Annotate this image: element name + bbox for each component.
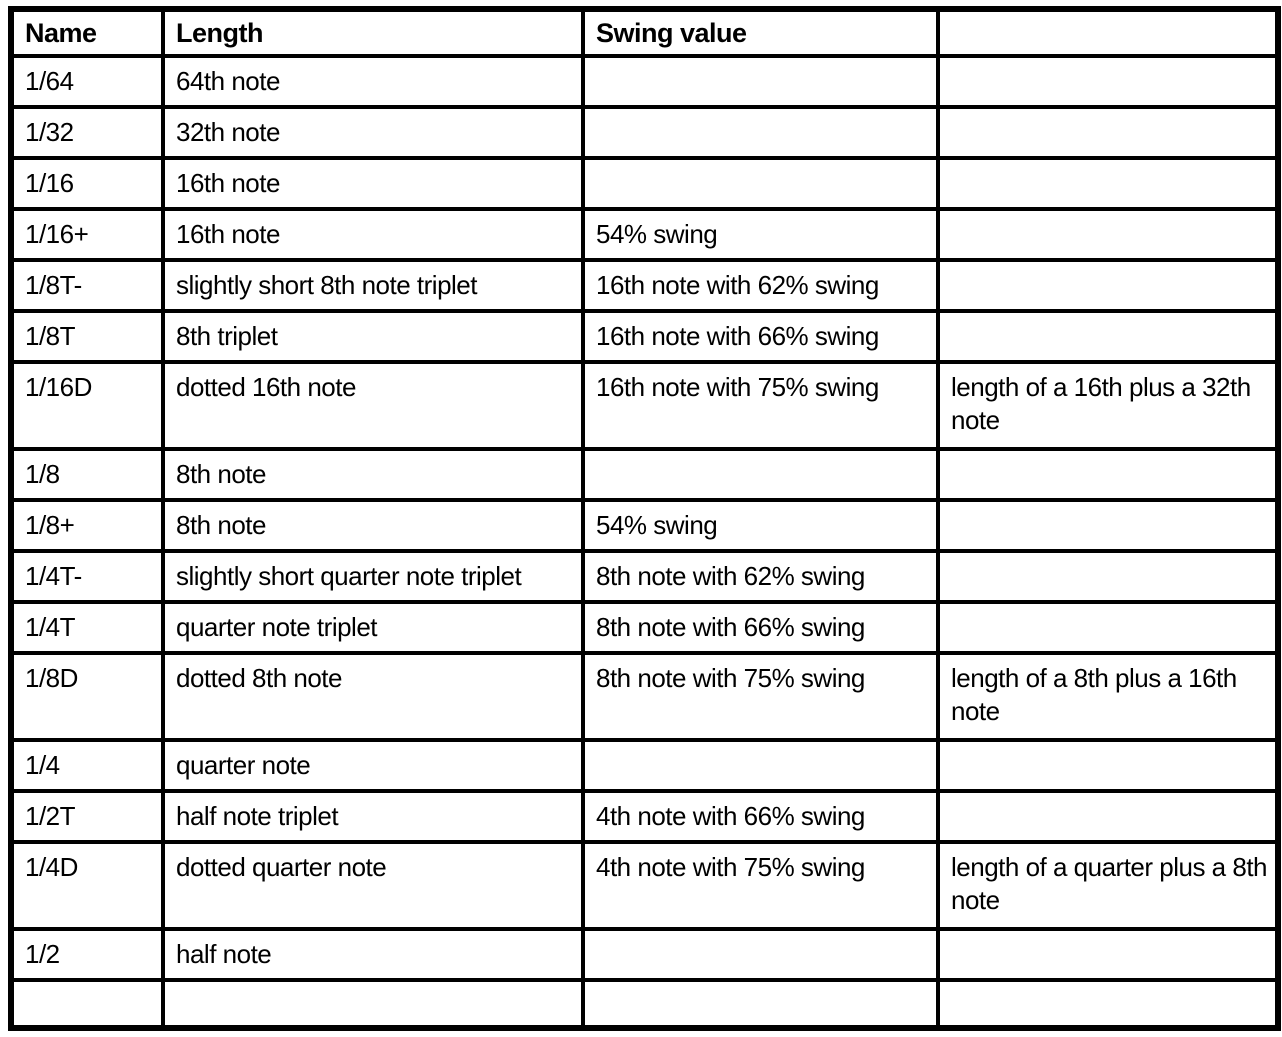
table-cell: length of a 16th plus a 32th note	[936, 360, 1280, 451]
table-cell	[936, 738, 1280, 793]
table-row	[9, 978, 1280, 1030]
table-cell: slightly short quarter note triplet	[161, 549, 585, 604]
table-cell: 16th note with 62% swing	[581, 258, 940, 313]
table-row: 1/16D dotted 16th note 16th note with 75% …	[9, 360, 1280, 451]
table-header-row: Name Length Swing value	[9, 7, 1280, 58]
table-cell: 1/8T	[9, 309, 165, 364]
table-cell	[161, 978, 585, 1030]
table-cell: 8th note with 66% swing	[581, 600, 940, 655]
table-cell	[581, 54, 940, 109]
table-row: 1/2T half note triplet 4th note with 66% s…	[9, 789, 1280, 844]
table-cell: dotted 8th note	[161, 651, 585, 742]
table-row: 1/4 quarter note	[9, 738, 1280, 793]
table-cell: 8th note	[161, 498, 585, 553]
table-cell: 4th note with 66% swing	[581, 789, 940, 844]
table-cell: quarter note triplet	[161, 600, 585, 655]
table-cell: 8th note	[161, 447, 585, 502]
table-row: 1/8T 8th triplet 16th note with 66% swing	[9, 309, 1280, 364]
table-row: 1/8 8th note	[9, 447, 1280, 502]
table-cell: 1/16+	[9, 207, 165, 262]
table-cell: 8th triplet	[161, 309, 585, 364]
table-cell: 1/4T	[9, 600, 165, 655]
table-cell: half note	[161, 927, 585, 982]
table-cell: 64th note	[161, 54, 585, 109]
table-row: 1/16+ 16th note 54% swing	[9, 207, 1280, 262]
table-cell	[581, 978, 940, 1030]
table-cell: 16th note	[161, 156, 585, 211]
table-cell	[9, 978, 165, 1030]
table-cell	[936, 447, 1280, 502]
header-notes	[936, 7, 1280, 58]
table-cell	[936, 789, 1280, 844]
table-row: 1/8D dotted 8th note 8th note with 75% swi…	[9, 651, 1280, 742]
table-cell: 1/8T-	[9, 258, 165, 313]
table-cell	[936, 498, 1280, 553]
header-swing-value: Swing value	[581, 7, 940, 58]
note-length-table: Name Length Swing value 1/64 64th note 1/3…	[8, 6, 1281, 1031]
table-cell: 1/8	[9, 447, 165, 502]
table-cell	[581, 105, 940, 160]
table-cell	[581, 156, 940, 211]
table-cell: 1/4	[9, 738, 165, 793]
table-row: 1/4T quarter note triplet 8th note with 66…	[9, 600, 1280, 655]
table-cell: length of a 8th plus a 16th note	[936, 651, 1280, 742]
table-cell	[581, 927, 940, 982]
table-cell: 54% swing	[581, 207, 940, 262]
table-cell: 1/8D	[9, 651, 165, 742]
table-cell: 1/8+	[9, 498, 165, 553]
table-cell: 1/2T	[9, 789, 165, 844]
table-cell: 1/2	[9, 927, 165, 982]
table-row: 1/64 64th note	[9, 54, 1280, 109]
table-row: 1/8T-slightly short 8th note triplet 16th…	[9, 258, 1280, 313]
table-cell: 8th note with 75% swing	[581, 651, 940, 742]
table-cell: 54% swing	[581, 498, 940, 553]
table-cell: dotted 16th note	[161, 360, 585, 451]
table-cell: 16th note	[161, 207, 585, 262]
table-cell	[936, 207, 1280, 262]
table-cell	[581, 447, 940, 502]
table-row: 1/8+ 8th note 54% swing	[9, 498, 1280, 553]
table-cell: quarter note	[161, 738, 585, 793]
table-cell: 8th note with 62% swing	[581, 549, 940, 604]
table-cell	[936, 54, 1280, 109]
table-cell: 16th note with 75% swing	[581, 360, 940, 451]
table-cell: 1/4D	[9, 840, 165, 931]
header-name: Name	[9, 7, 165, 58]
table-cell: dotted quarter note	[161, 840, 585, 931]
header-length: Length	[161, 7, 585, 58]
table-cell	[936, 156, 1280, 211]
table-row: 1/32 32th note	[9, 105, 1280, 160]
table-cell: 4th note with 75% swing	[581, 840, 940, 931]
table-cell	[936, 600, 1280, 655]
table-cell: 16th note with 66% swing	[581, 309, 940, 364]
table-cell	[936, 309, 1280, 364]
table-cell	[581, 738, 940, 793]
table-cell: 32th note	[161, 105, 585, 160]
table-cell: 1/4T-	[9, 549, 165, 604]
table-cell	[936, 927, 1280, 982]
table-cell	[936, 258, 1280, 313]
table-cell: length of a quarter plus a 8th note	[936, 840, 1280, 931]
table-cell	[936, 105, 1280, 160]
table-cell	[936, 549, 1280, 604]
table-cell: 1/32	[9, 105, 165, 160]
table-body: 1/64 64th note 1/32 32th note 1/16 16th note 1…	[9, 54, 1280, 1030]
table-cell: 1/64	[9, 54, 165, 109]
table-cell: 1/16D	[9, 360, 165, 451]
table-row: 1/16 16th note	[9, 156, 1280, 211]
table-cell	[936, 978, 1280, 1030]
table-row: 1/4D dotted quarter note 4th note with 75%…	[9, 840, 1280, 931]
table-row: 1/4T-slightly short quarter note triplet…	[9, 549, 1280, 604]
table-cell: half note triplet	[161, 789, 585, 844]
table-row: 1/2 half note	[9, 927, 1280, 982]
table-cell: 1/16	[9, 156, 165, 211]
table-cell: slightly short 8th note triplet	[161, 258, 585, 313]
